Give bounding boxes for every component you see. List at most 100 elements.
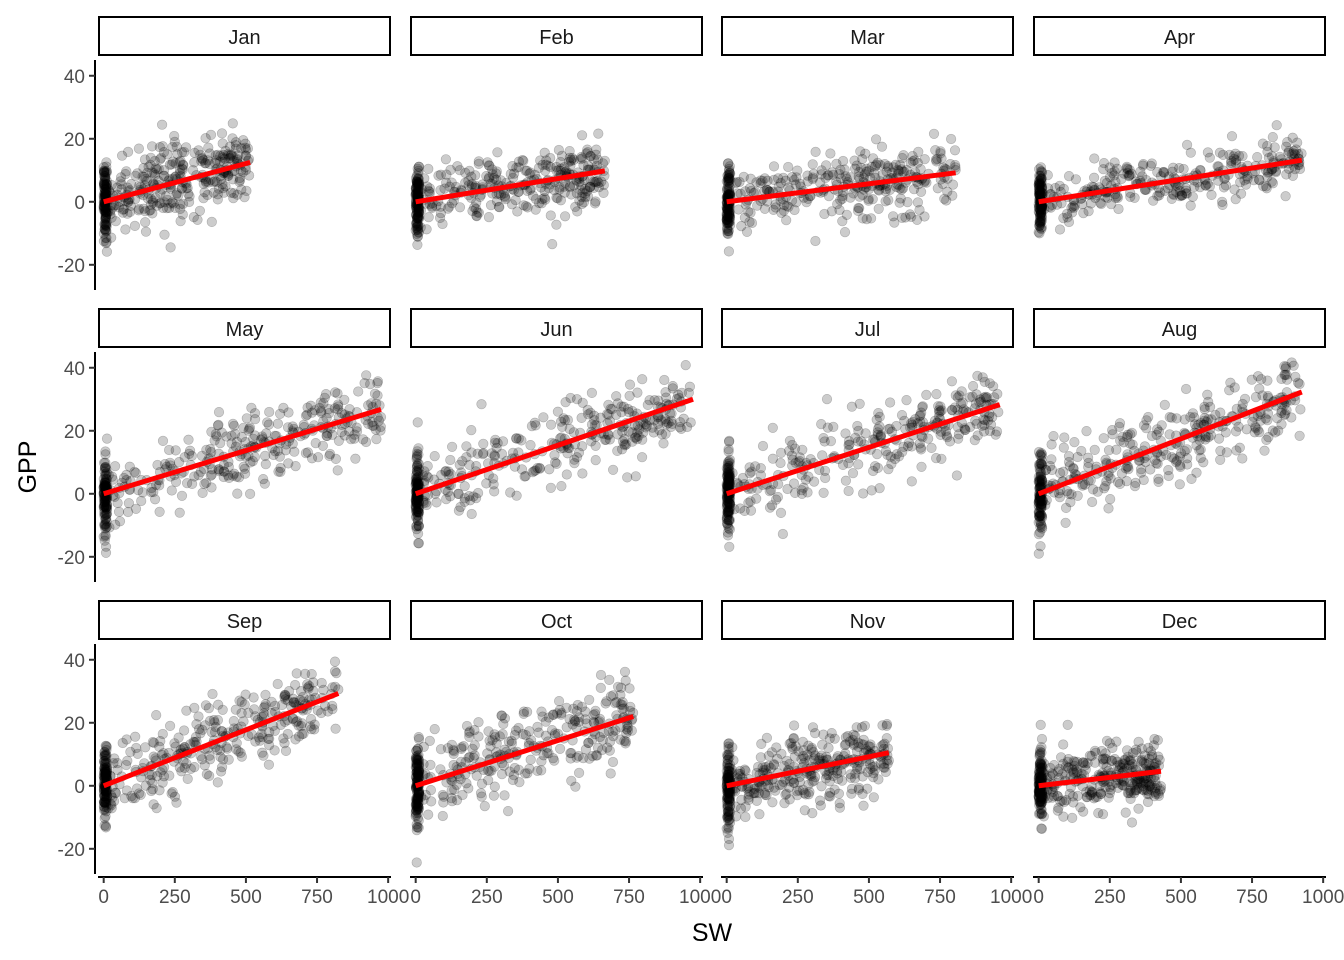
data-point (784, 435, 796, 446)
data-point (539, 192, 550, 203)
x-tick-label: 250 (782, 887, 814, 908)
data-point (558, 181, 570, 192)
y-tick-label: 20 (64, 422, 85, 443)
data-point (172, 149, 183, 160)
facet-strip-label: Jan (228, 27, 260, 49)
data-point (330, 723, 341, 734)
data-point (336, 426, 347, 438)
data-point (140, 173, 151, 184)
data-point (756, 738, 767, 750)
data-point (226, 149, 237, 160)
data-point (487, 164, 498, 175)
facet-points (410, 360, 696, 549)
data-point (188, 212, 199, 223)
data-point (636, 452, 648, 463)
data-point (1269, 142, 1280, 153)
data-point (130, 170, 141, 181)
data-point (768, 759, 780, 770)
data-point (458, 741, 469, 752)
data-point (1095, 197, 1106, 208)
data-point (213, 699, 224, 710)
data-point (164, 457, 176, 468)
facet-points (1033, 357, 1306, 559)
data-point (106, 212, 117, 223)
data-point (790, 457, 801, 468)
data-point (298, 419, 309, 430)
data-point (206, 216, 217, 227)
data-point (157, 777, 168, 788)
data-point (917, 401, 928, 412)
data-point (852, 205, 864, 216)
data-point (212, 194, 223, 205)
data-point (135, 789, 146, 800)
data-point (178, 198, 189, 209)
data-point (1088, 172, 1100, 183)
data-point (840, 475, 852, 486)
data-point (375, 421, 386, 432)
data-point (849, 773, 861, 784)
data-point (167, 141, 178, 153)
data-point (147, 736, 158, 748)
data-point (371, 434, 382, 445)
data-point (438, 797, 449, 808)
y-tick-label: 0 (74, 777, 85, 798)
data-point (1166, 193, 1177, 204)
data-point (219, 153, 230, 164)
data-point (478, 448, 489, 459)
data-point (1164, 429, 1175, 440)
data-point (1163, 470, 1174, 482)
data-point (467, 205, 478, 217)
data-point (101, 221, 112, 232)
data-point (177, 183, 188, 194)
data-point (150, 192, 161, 204)
data-point (99, 187, 110, 198)
data-point (98, 204, 109, 215)
data-point (642, 399, 653, 411)
data-point (445, 454, 456, 466)
data-point (200, 158, 211, 169)
data-point (847, 468, 859, 479)
data-point (1086, 496, 1098, 508)
data-point (894, 197, 905, 208)
data-point (98, 178, 110, 189)
data-point (117, 737, 128, 749)
data-point (1290, 371, 1301, 382)
data-point (207, 688, 218, 700)
data-point (115, 176, 126, 187)
data-point (476, 399, 487, 410)
data-point (264, 406, 275, 418)
data-point (1068, 202, 1080, 213)
data-point (461, 452, 472, 463)
data-point (787, 741, 798, 753)
data-point (140, 217, 151, 228)
data-point (818, 487, 829, 498)
x-tick-label: 1000 (990, 887, 1032, 908)
data-point (208, 187, 219, 198)
data-point (137, 487, 148, 498)
data-point (947, 405, 958, 416)
data-point (130, 731, 141, 742)
data-point (102, 183, 113, 194)
data-point (1288, 360, 1299, 371)
data-point (1063, 488, 1075, 499)
data-point (1120, 807, 1131, 818)
data-point (227, 418, 239, 430)
x-tick-label: 1000 (367, 887, 409, 908)
data-point (499, 191, 511, 202)
data-point (607, 464, 619, 475)
data-point (317, 440, 329, 451)
data-point (411, 797, 422, 809)
data-point (147, 208, 158, 219)
data-point (930, 154, 942, 165)
facet-panel-aug: Aug (1033, 308, 1326, 559)
data-point (176, 147, 188, 158)
data-point (503, 805, 514, 817)
data-point (825, 436, 837, 447)
data-point (197, 152, 208, 164)
data-point (900, 212, 911, 223)
data-point (99, 180, 110, 191)
data-point (413, 220, 424, 231)
x-tick-label: 0 (721, 887, 732, 908)
data-point (574, 195, 585, 206)
